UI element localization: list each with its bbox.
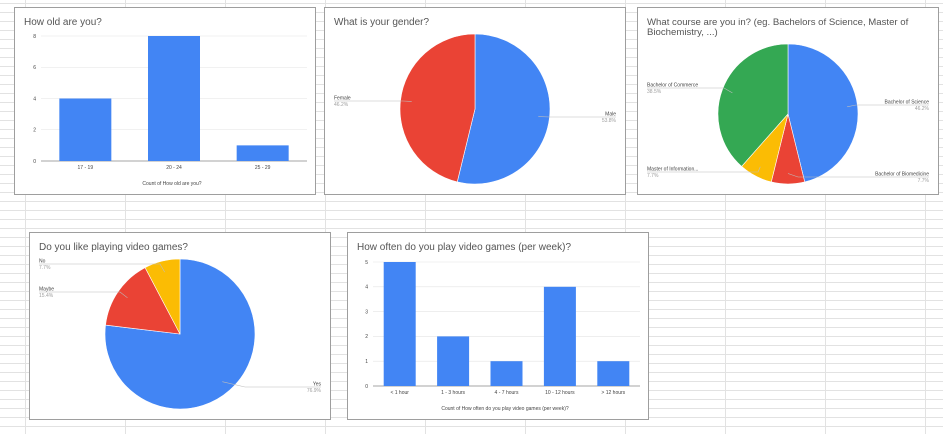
bar-17-19[interactable]	[59, 98, 112, 162]
x-tick-label: 10 - 12 hours	[545, 390, 575, 396]
bar-25-29[interactable]	[236, 145, 289, 161]
y-tick-label: 6	[33, 65, 36, 71]
x-tick-label: 20 - 24	[166, 165, 182, 171]
y-tick-label: 2	[365, 334, 368, 340]
slice-label: No	[39, 259, 46, 265]
slice-label: Male	[605, 112, 616, 118]
bar--12-hours[interactable]	[597, 361, 630, 386]
chart-title: Do you like playing video games?	[39, 242, 188, 253]
y-tick-label: 0	[33, 159, 36, 165]
slice-label: Master of Information...	[647, 167, 698, 173]
slice-percent: 7.7%	[647, 173, 659, 179]
leader-line	[847, 104, 929, 108]
chart-card-age[interactable]: How old are you? 0 2 4 6 8 17 - 19 20 - 24 25 -…	[14, 7, 316, 195]
x-tick-label: 25 - 29	[255, 165, 271, 171]
leader-line	[787, 173, 929, 178]
pie-slice-female[interactable]	[399, 33, 476, 183]
x-tick-label: 1 - 3 hours	[441, 390, 465, 396]
chart-card-gender[interactable]: What is your gender? Male 53.8% Female 46.2…	[324, 7, 626, 195]
y-tick-label: 5	[365, 260, 368, 266]
y-tick-label: 1	[365, 359, 368, 365]
leader-line	[222, 381, 321, 388]
chart-title: How often do you play video games (per w…	[357, 242, 571, 253]
slice-percent: 15.4%	[39, 293, 54, 299]
y-tick-label: 2	[33, 128, 36, 134]
pie-slice-yes[interactable]	[104, 258, 256, 410]
slice-percent: 7.7%	[39, 265, 51, 271]
pie-slice-bachelor-of-commerce[interactable]	[717, 43, 789, 167]
chart-card-games[interactable]: Do you like playing video games? Yes 76.9…	[29, 232, 331, 420]
bar-4-7-hours[interactable]	[490, 361, 523, 386]
x-tick-label: > 12 hours	[601, 390, 625, 396]
chart-title: How old are you?	[24, 17, 102, 28]
x-tick-label: 4 - 7 hours	[495, 390, 519, 396]
y-tick-label: 3	[365, 309, 368, 315]
slice-percent: 76.9%	[307, 388, 322, 394]
chart-card-often[interactable]: How often do you play video games (per w…	[347, 232, 649, 420]
x-tick-label: < 1 hour	[390, 390, 409, 396]
bar-20-24[interactable]	[148, 36, 200, 161]
bar--1-hour[interactable]	[383, 262, 416, 386]
slice-percent: 38.5%	[647, 89, 662, 95]
slice-percent: 7.7%	[918, 178, 930, 184]
y-tick-label: 8	[33, 34, 36, 40]
pie-slice-maybe[interactable]	[105, 267, 181, 335]
chart-title-line-1: What course are you in? (eg. Bachelors o…	[647, 17, 909, 28]
leader-line	[647, 87, 733, 94]
x-axis-title: Count of How often do you play video gam…	[441, 406, 569, 412]
pie-slice-bachelor-of-science[interactable]	[787, 43, 859, 183]
pie-slice-no[interactable]	[144, 258, 181, 335]
slice-percent: 46.2%	[334, 102, 349, 108]
y-tick-label: 4	[365, 285, 368, 291]
y-tick-label: 4	[33, 96, 36, 102]
slice-label: Maybe	[39, 287, 54, 293]
slice-percent: 53.8%	[602, 118, 617, 124]
leader-line	[39, 291, 128, 299]
slice-label: Female	[334, 96, 351, 102]
leader-line	[39, 263, 165, 273]
leader-line	[647, 166, 761, 173]
chart-title-line-2: Biochemistry, ...)	[647, 27, 718, 38]
slice-label: Yes	[313, 382, 322, 388]
pie-slice-male[interactable]	[456, 33, 551, 185]
slice-label: Bachelor of Science	[885, 100, 930, 106]
slice-percent: 46.2%	[915, 106, 930, 112]
x-tick-label: 17 - 19	[78, 165, 94, 171]
chart-card-course[interactable]: What course are you in? (eg. Bachelors o…	[637, 7, 939, 195]
bar-1-3-hours[interactable]	[437, 336, 470, 386]
chart-title: What is your gender?	[334, 17, 429, 28]
slice-label: Bachelor of Biomedicine	[875, 172, 929, 178]
x-axis-title: Count of How old are you?	[142, 181, 201, 187]
slice-label: Bachelor of Commerce	[647, 83, 698, 89]
y-tick-label: 0	[365, 384, 368, 390]
bar-10-12-hours[interactable]	[543, 286, 576, 386]
